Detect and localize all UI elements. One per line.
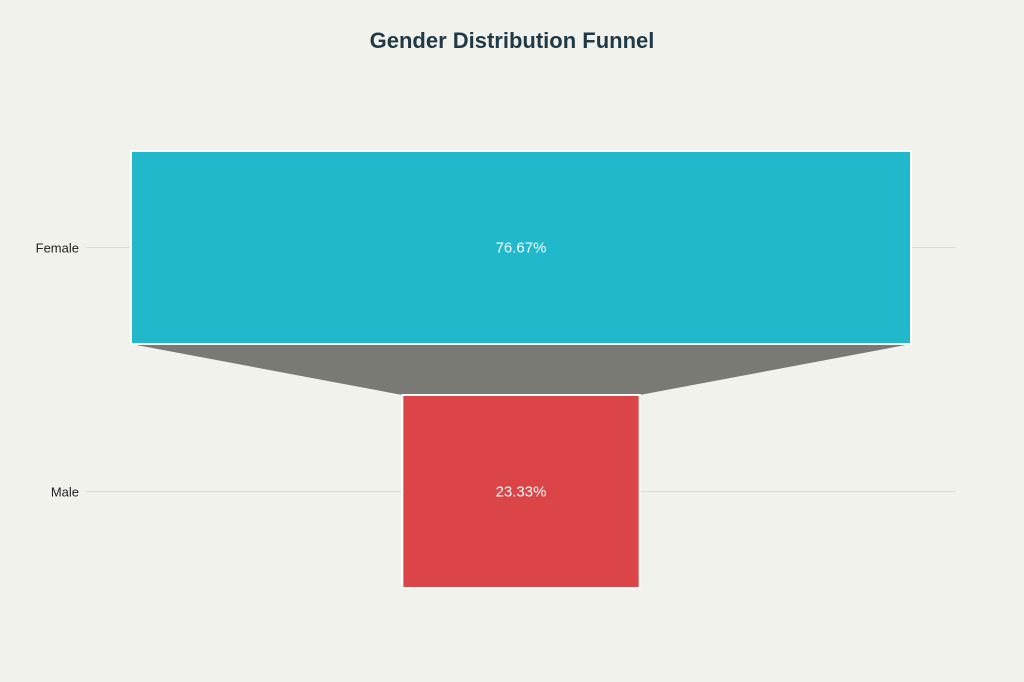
category-label: Female: [36, 241, 79, 256]
value-label: 23.33%: [496, 484, 547, 501]
funnel-connector: [131, 344, 911, 395]
category-label: Male: [51, 485, 79, 500]
funnel-bar-male: [401, 394, 641, 589]
funnel-bar-female: [130, 150, 912, 345]
chart-title: Gender Distribution Funnel: [369, 28, 655, 53]
value-label: 76.67%: [496, 240, 547, 257]
